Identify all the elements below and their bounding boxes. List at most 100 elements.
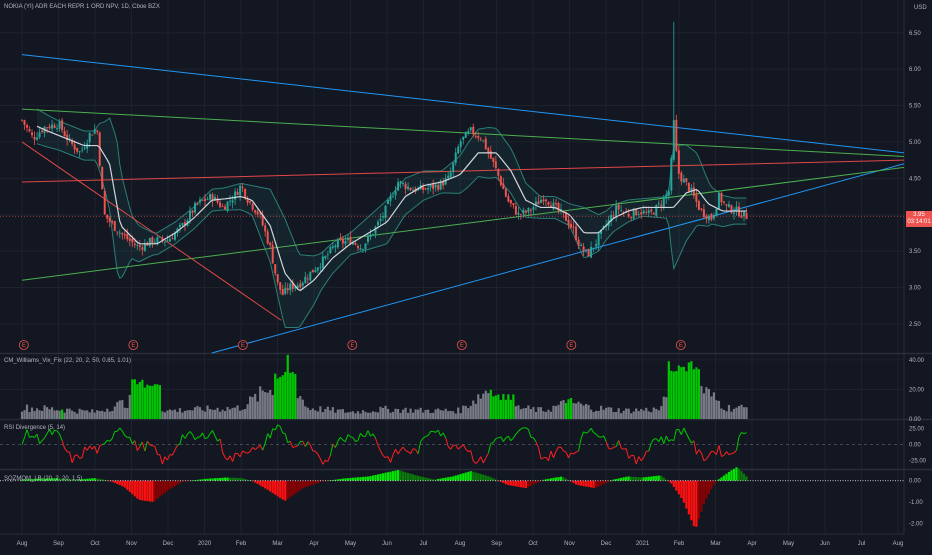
vix-bar bbox=[590, 410, 592, 419]
x-tick-label: Jun bbox=[820, 541, 830, 547]
y-tick-label: 3.00 bbox=[909, 285, 921, 291]
candle-body bbox=[304, 277, 306, 283]
x-tick-label: Feb bbox=[674, 541, 685, 547]
vix-bar bbox=[299, 396, 301, 419]
y-tick-label: 0.00 bbox=[909, 479, 921, 485]
vix-bar bbox=[161, 411, 163, 419]
vix-bar bbox=[292, 372, 294, 419]
candle-body bbox=[568, 220, 570, 225]
squeeze-bar bbox=[472, 472, 474, 481]
earnings-marker-label: E bbox=[679, 343, 683, 349]
candle-body bbox=[259, 214, 261, 215]
candle-body bbox=[136, 245, 138, 246]
vix-bar bbox=[204, 412, 206, 419]
candle-body bbox=[31, 132, 33, 135]
vix-bar bbox=[237, 405, 239, 419]
vix-bar bbox=[114, 407, 116, 419]
candle-body bbox=[24, 120, 26, 125]
squeeze-bar bbox=[312, 481, 314, 485]
squeeze-bar bbox=[450, 477, 452, 481]
candle-body bbox=[327, 254, 329, 255]
pane1-title[interactable]: CM_Williams_Vix_Fix (22, 20, 2, 50, 0.85… bbox=[4, 358, 131, 364]
squeeze-bar bbox=[409, 474, 411, 481]
candle-body bbox=[725, 204, 727, 205]
vix-bar bbox=[139, 382, 141, 419]
candle-body bbox=[344, 241, 346, 244]
vix-bar bbox=[229, 409, 231, 419]
vix-bar bbox=[191, 410, 193, 419]
candle-body bbox=[490, 151, 492, 158]
squeeze-bar bbox=[562, 477, 564, 480]
candle-body bbox=[700, 209, 702, 210]
squeeze-bar bbox=[643, 477, 645, 480]
rsi-segment bbox=[599, 437, 602, 438]
vix-bar bbox=[535, 412, 537, 419]
candle-body bbox=[390, 196, 392, 201]
vix-bar bbox=[565, 403, 567, 419]
vix-bar bbox=[442, 411, 444, 419]
y-tick-label: 5.50 bbox=[909, 104, 921, 110]
candle-body bbox=[570, 224, 572, 228]
candle-body bbox=[487, 148, 489, 153]
squeeze-bar bbox=[262, 481, 264, 487]
vix-bar bbox=[670, 371, 672, 419]
pane3-title[interactable]: SQZMOM_LB (20, 2, 20, 1.5) bbox=[4, 476, 82, 482]
vix-bar bbox=[234, 408, 236, 419]
vix-bar bbox=[397, 409, 399, 419]
candle-body bbox=[502, 184, 504, 190]
candle-body bbox=[101, 167, 103, 189]
candle-body bbox=[156, 237, 158, 243]
squeeze-bar bbox=[515, 481, 517, 487]
squeeze-bar bbox=[628, 476, 630, 480]
candle-body bbox=[74, 145, 76, 150]
squeeze-bar bbox=[372, 475, 374, 480]
candle-body bbox=[452, 163, 454, 172]
vix-bar bbox=[537, 407, 539, 419]
vix-bar bbox=[467, 408, 469, 419]
pane2-title[interactable]: RSI Divergence (5, 14) bbox=[4, 425, 65, 431]
candle-body bbox=[450, 172, 452, 177]
vix-bar bbox=[522, 408, 524, 419]
candle-body bbox=[410, 188, 412, 190]
vix-bar bbox=[164, 412, 166, 419]
vix-bar bbox=[577, 402, 579, 419]
squeeze-bar bbox=[299, 481, 301, 490]
squeeze-bar bbox=[397, 470, 399, 481]
candle-body bbox=[269, 243, 271, 245]
squeeze-bar bbox=[169, 481, 171, 489]
candle-body bbox=[149, 238, 151, 246]
squeeze-bar bbox=[592, 481, 594, 488]
vix-bar bbox=[282, 375, 284, 419]
y-tick-label: -25.00 bbox=[909, 459, 927, 465]
vix-bar bbox=[545, 412, 547, 419]
squeeze-bar bbox=[284, 481, 286, 501]
vix-bar bbox=[420, 408, 422, 419]
squeeze-bar bbox=[257, 481, 259, 484]
squeeze-bar bbox=[527, 481, 529, 487]
rsi-segment bbox=[245, 452, 248, 453]
candle-body bbox=[640, 212, 642, 214]
candle-body bbox=[26, 125, 28, 128]
x-tick-label: Sep bbox=[491, 541, 502, 547]
vix-bar bbox=[131, 379, 133, 419]
candle-body bbox=[289, 284, 291, 291]
symbol-title[interactable]: NOKIA (YI) ADR EACH REPR 1 ORD NPV, 1D, … bbox=[4, 4, 160, 10]
candle-body bbox=[229, 201, 231, 202]
vix-bar bbox=[638, 411, 640, 419]
squeeze-bar bbox=[389, 472, 391, 481]
candle-body bbox=[314, 270, 316, 272]
vix-bar bbox=[51, 407, 53, 419]
vix-bar bbox=[462, 406, 464, 419]
candle-body bbox=[264, 226, 266, 232]
vix-bar bbox=[239, 411, 241, 419]
squeeze-bar bbox=[156, 481, 158, 499]
x-tick-label: 2021 bbox=[636, 541, 650, 547]
candle-body bbox=[665, 194, 667, 198]
vix-bar bbox=[605, 408, 607, 419]
candle-body bbox=[720, 193, 722, 202]
vix-bar bbox=[527, 405, 529, 419]
squeeze-bar bbox=[505, 481, 507, 485]
vix-bar bbox=[560, 401, 562, 419]
candle-body bbox=[169, 239, 171, 241]
